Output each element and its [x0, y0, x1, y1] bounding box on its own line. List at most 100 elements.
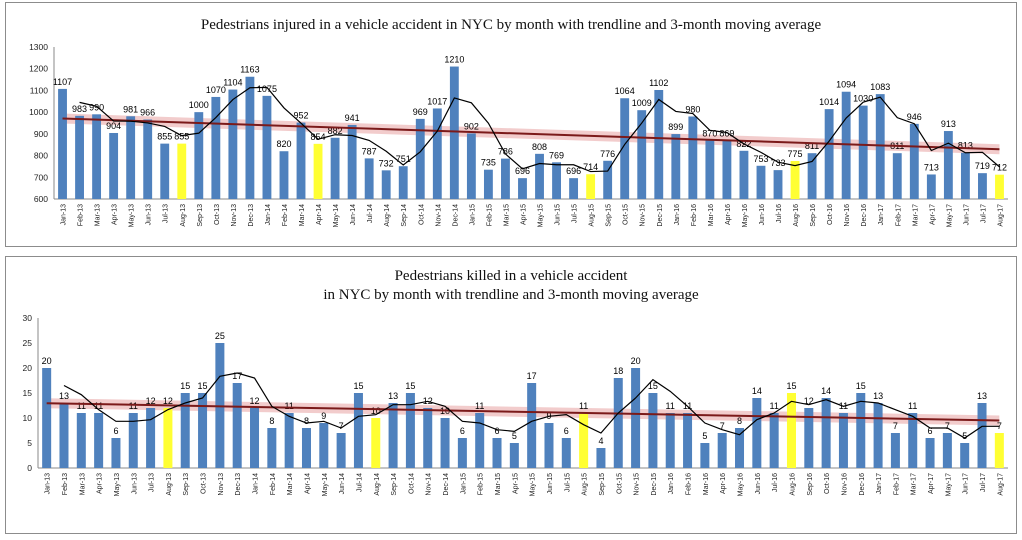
killed-bar-May-16	[735, 428, 745, 468]
injured-chart-title: Pedestrians injured in a vehicle acciden…	[200, 17, 822, 33]
injured-bar-Feb-17	[892, 153, 902, 199]
killed-bar-Apr-15	[509, 443, 519, 468]
injured-bar-Mar-17	[909, 123, 919, 199]
injured-x-tick-label-Feb-14: Feb-14	[282, 204, 289, 226]
injured-value-label-Nov-14: 1017	[427, 96, 447, 106]
injured-bar-Jul-16	[773, 170, 783, 199]
killed-x-tick-label-Feb-15: Feb-15	[478, 473, 485, 495]
injured-x-tick-label-Aug-14: Aug-14	[384, 204, 391, 227]
killed-x-tick-label-Aug-13: Aug-13	[166, 473, 173, 496]
injured-value-label-Jun-15: 769	[549, 150, 564, 160]
injured-bar-Nov-15	[637, 110, 647, 199]
killed-x-tick-label-Sep-15: Sep-15	[599, 473, 606, 496]
injured-bar-Mar-15	[501, 158, 510, 199]
injured-x-tick-label-Feb-17: Feb-17	[895, 204, 902, 226]
injured-y-tick-label: 1300	[29, 42, 48, 52]
killed-x-tick-label-Jun-17: Jun-17	[963, 473, 970, 495]
injured-bar-Oct-14	[415, 118, 425, 199]
killed-value-label-Jul-15: 6	[564, 426, 569, 436]
killed-bar-Aug-17	[994, 433, 1004, 468]
killed-x-tick-label-Apr-14: Apr-14	[304, 473, 311, 494]
injured-x-tick-label-Mar-13: Mar-13	[95, 204, 102, 226]
injured-value-label-Mar-17: 946	[907, 112, 922, 122]
injured-value-label-Mar-14: 952	[294, 111, 309, 121]
killed-y-tick-label: 30	[23, 313, 33, 323]
injured-bar-Apr-13	[109, 132, 119, 199]
killed-bar-Jan-15	[457, 438, 467, 468]
injured-bar-May-14	[330, 137, 340, 199]
injured-value-label-Jan-15: 902	[464, 121, 479, 131]
injured-value-label-Sep-13: 1000	[189, 100, 209, 110]
killed-value-label-Feb-13: 13	[59, 391, 69, 401]
killed-value-label-Aug-15: 11	[579, 401, 588, 411]
killed-value-label-Mar-15: 6	[495, 426, 500, 436]
killed-value-label-May-15: 17	[527, 371, 537, 381]
injured-bar-Nov-13	[228, 89, 238, 199]
injured-value-label-Nov-15: 1009	[632, 98, 652, 108]
injured-value-label-Apr-15: 696	[515, 166, 530, 176]
injured-value-label-Jul-13: 855	[157, 132, 172, 142]
killed-bar-Apr-17	[925, 438, 935, 468]
injured-value-label-Jan-17: 1083	[870, 82, 890, 92]
killed-bar-Apr-16	[717, 433, 727, 468]
killed-y-tick-label: 15	[23, 388, 33, 398]
injured-bar-Aug-13	[177, 143, 187, 199]
killed-x-tick-label-Sep-16: Sep-16	[807, 473, 814, 496]
killed-bar-Dec-13	[232, 383, 242, 468]
killed-bar-Apr-13	[94, 413, 104, 468]
injured-value-label-Dec-16: 1030	[853, 94, 873, 104]
killed-value-label-Jun-16: 14	[752, 386, 762, 396]
injured-value-label-Mar-16: 870	[702, 128, 717, 138]
injured-bar-May-16	[739, 150, 749, 199]
injured-value-label-Aug-13: 855	[174, 132, 189, 142]
killed-bar-Aug-13	[163, 408, 173, 468]
injured-bar-Sep-16	[807, 153, 817, 199]
killed-value-label-Apr-13: 11	[94, 401, 103, 411]
killed-bar-May-14	[319, 423, 329, 468]
killed-value-label-Sep-14: 13	[388, 391, 398, 401]
injured-value-label-Dec-15: 1102	[649, 78, 668, 88]
injured-value-label-Feb-14: 820	[276, 139, 291, 149]
injured-x-tick-label-Apr-17: Apr-17	[929, 204, 936, 225]
injured-bar-Jun-16	[756, 165, 766, 199]
injured-bar-Aug-15	[586, 174, 596, 199]
injured-value-label-Jul-16: 733	[771, 158, 786, 168]
injured-value-label-Jun-17: 813	[958, 141, 973, 151]
injured-value-label-Jan-13: 1107	[53, 77, 72, 87]
killed-x-tick-label-Mar-13: Mar-13	[79, 473, 86, 495]
killed-x-tick-label-Apr-13: Apr-13	[97, 473, 104, 494]
injured-x-tick-label-Aug-17: Aug-17	[997, 204, 1004, 227]
killed-bar-Nov-16	[838, 413, 848, 468]
killed-value-label-Feb-17: 7	[893, 421, 898, 431]
killed-y-tick-label: 25	[23, 338, 33, 348]
killed-x-tick-label-Mar-16: Mar-16	[703, 473, 710, 495]
killed-value-label-Jan-16: 11	[666, 401, 675, 411]
injured-x-tick-label-Nov-13: Nov-13	[231, 204, 238, 227]
injured-x-tick-label-Apr-13: Apr-13	[112, 204, 119, 225]
injured-x-tick-label-Aug-13: Aug-13	[180, 204, 187, 227]
injured-bar-Oct-15	[620, 98, 630, 199]
injured-x-tick-label-Nov-15: Nov-15	[640, 204, 647, 227]
injured-x-tick-label-Sep-14: Sep-14	[401, 204, 408, 227]
killed-bar-Oct-16	[821, 398, 831, 468]
injured-bar-Oct-13	[211, 96, 221, 199]
injured-trendline	[62, 117, 1000, 151]
injured-x-tick-label-Sep-13: Sep-13	[197, 204, 204, 227]
injured-bar-Mar-16	[705, 140, 715, 199]
killed-y-tick-label: 5	[27, 438, 32, 448]
killed-x-tick-label-Nov-15: Nov-15	[634, 473, 641, 496]
injured-x-tick-label-Jul-16: Jul-16	[776, 204, 783, 223]
injured-value-label-Nov-16: 1094	[836, 80, 856, 90]
injured-value-label-Feb-13: 983	[72, 104, 87, 114]
injured-x-tick-label-Mar-16: Mar-16	[708, 204, 715, 226]
injured-x-tick-label-May-13: May-13	[129, 204, 136, 227]
injured-bar-Jul-17	[978, 173, 987, 199]
killed-value-label-Mar-14: 11	[284, 401, 293, 411]
killed-bar-Jan-14	[250, 408, 260, 468]
killed-value-label-Jun-14: 7	[339, 421, 344, 431]
killed-x-tick-label-Jul-16: Jul-16	[772, 473, 779, 492]
injured-x-tick-label-Mar-17: Mar-17	[912, 204, 919, 226]
injured-bar-Jan-14	[262, 95, 272, 199]
killed-value-label-Jun-17: 5	[962, 431, 967, 441]
injured-x-tick-label-Aug-16: Aug-16	[793, 204, 800, 227]
